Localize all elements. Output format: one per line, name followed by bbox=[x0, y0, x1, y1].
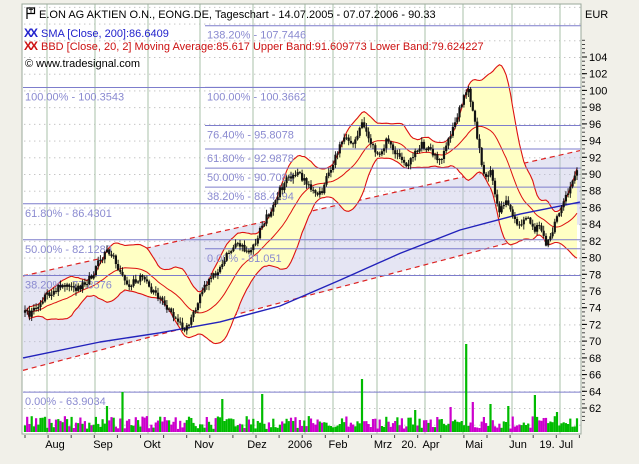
x-axis-label: Apr bbox=[422, 439, 439, 451]
y-axis-label: 70 bbox=[589, 336, 601, 348]
generated-chart-layers: 100.00% - 100.3543 61.80% - 86.4301 50.00%… bbox=[22, 4, 607, 451]
y-axis-label: 92 bbox=[589, 152, 601, 164]
y-axis-label: 62 bbox=[589, 403, 601, 415]
fib-label: 100.00% - 100.3543 bbox=[25, 92, 124, 104]
y-axis-label: 90 bbox=[589, 169, 601, 181]
y-axis-label: 94 bbox=[589, 136, 601, 148]
y-axis-label: 98 bbox=[589, 102, 601, 114]
volume-bars bbox=[23, 344, 579, 432]
x-axis-label: Jul bbox=[559, 439, 573, 451]
plot-border bbox=[21, 3, 582, 435]
x-axis: Aug Sep Okt Nov Dez 2006 Feb Mrz 20. Apr Mai Jun 19.… bbox=[24, 435, 580, 451]
x-axis-label: Sep bbox=[93, 439, 113, 451]
x-axis-label: Nov bbox=[194, 439, 214, 451]
title-flag-icon bbox=[26, 7, 36, 19]
fib-label: 0.00% - 81.051 bbox=[207, 253, 282, 265]
fib-label: 76.40% - 95.8078 bbox=[207, 130, 294, 142]
fib-label: 100.00% - 100.3662 bbox=[207, 91, 306, 103]
sma-legend-icon: XX bbox=[24, 26, 38, 40]
fib-label: 61.80% - 86.4301 bbox=[25, 208, 112, 220]
x-axis-label: 19. bbox=[539, 439, 554, 451]
y-axis-label: 64 bbox=[589, 386, 601, 398]
fib-label: 138.20% - 107.7446 bbox=[207, 30, 306, 42]
y-axis-label: 100 bbox=[589, 85, 607, 97]
y-axis-label: 96 bbox=[589, 119, 601, 131]
x-axis-label: Mrz bbox=[374, 439, 392, 451]
y-axis: 62 64 66 68 70 72 74 76 78 80 82 84 86 88 90 92 94 96 98 10… bbox=[582, 39, 607, 421]
x-axis-label: Aug bbox=[45, 439, 65, 451]
y-axis-label: 74 bbox=[589, 303, 601, 315]
y-axis-label: 66 bbox=[589, 370, 601, 382]
y-axis-label: 88 bbox=[589, 186, 601, 198]
y-axis-label: 68 bbox=[589, 353, 601, 365]
fib-label: 0.00% - 63.9034 bbox=[25, 396, 106, 408]
watermark: © www.tradesignal.com bbox=[25, 58, 140, 70]
y-axis-label: 82 bbox=[589, 236, 601, 248]
x-axis-label: 20. bbox=[401, 439, 416, 451]
y-axis-label: 86 bbox=[589, 202, 601, 214]
y-axis-label: 102 bbox=[589, 69, 607, 81]
y-axis-label: 84 bbox=[589, 219, 601, 231]
fib-label: 50.00% - 82.1289 bbox=[25, 244, 112, 256]
y-axis-label: 76 bbox=[589, 286, 601, 298]
x-axis-label: Feb bbox=[329, 439, 348, 451]
y-axis-label: 104 bbox=[589, 52, 607, 64]
x-axis-label: 2006 bbox=[288, 439, 312, 451]
candles-layer bbox=[23, 86, 579, 335]
y-axis-label: 78 bbox=[589, 269, 601, 281]
y-axis-label: 80 bbox=[589, 253, 601, 265]
fib-label: 38.20% - 88.4294 bbox=[207, 191, 294, 203]
x-axis-label: Mai bbox=[465, 439, 483, 451]
sma-line bbox=[22, 201, 581, 359]
fib-label: 50.00% - 90.7086 bbox=[207, 172, 294, 184]
x-axis-label: Okt bbox=[143, 439, 160, 451]
chart-title: E.ON AG AKTIEN O.N., EONG.DE, Tageschart… bbox=[39, 9, 436, 21]
bbd-legend-label[interactable]: BBD [Close, 20, 2] Moving Average:85.617… bbox=[41, 41, 484, 53]
currency-unit-label: EUR bbox=[585, 9, 608, 21]
sma-legend-label[interactable]: SMA [Close, 200]:86.6409 bbox=[41, 28, 169, 40]
bbd-legend-icon: XX bbox=[24, 39, 38, 53]
fib-label: 61.80% - 92.9878 bbox=[207, 153, 294, 165]
y-axis-label: 72 bbox=[589, 319, 601, 331]
x-axis-label: Jun bbox=[509, 439, 527, 451]
x-axis-label: Dez bbox=[247, 439, 267, 451]
